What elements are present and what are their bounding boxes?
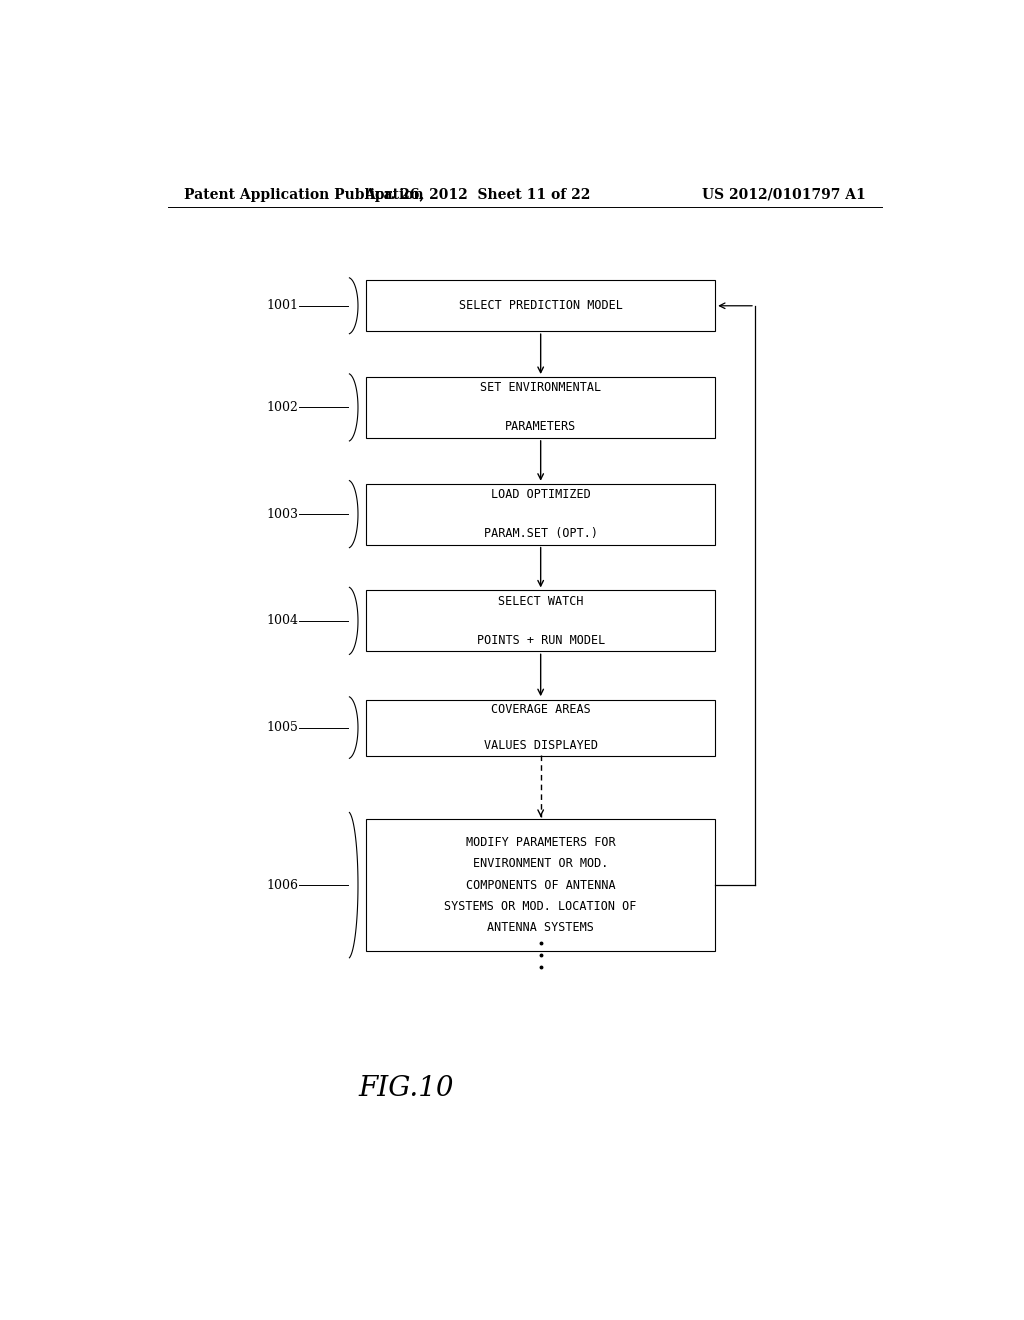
Text: Patent Application Publication: Patent Application Publication: [183, 187, 423, 202]
Bar: [367, 700, 715, 755]
Text: 1005: 1005: [266, 721, 299, 734]
Text: FIG.10: FIG.10: [358, 1074, 454, 1102]
Text: Apr. 26, 2012  Sheet 11 of 22: Apr. 26, 2012 Sheet 11 of 22: [364, 187, 591, 202]
Bar: [367, 280, 715, 331]
Text: LOAD OPTIMIZED: LOAD OPTIMIZED: [490, 488, 591, 502]
Text: SELECT PREDICTION MODEL: SELECT PREDICTION MODEL: [459, 300, 623, 313]
Bar: [367, 378, 715, 438]
Text: 1006: 1006: [266, 879, 299, 891]
Text: MODIFY PARAMETERS FOR: MODIFY PARAMETERS FOR: [466, 837, 615, 849]
Text: 1004: 1004: [266, 614, 299, 627]
Text: SELECT WATCH: SELECT WATCH: [498, 595, 584, 607]
Text: POINTS + RUN MODEL: POINTS + RUN MODEL: [476, 634, 605, 647]
Bar: [367, 590, 715, 651]
Text: PARAM.SET (OPT.): PARAM.SET (OPT.): [483, 527, 598, 540]
Text: COMPONENTS OF ANTENNA: COMPONENTS OF ANTENNA: [466, 879, 615, 891]
Bar: [367, 483, 715, 545]
Text: SYSTEMS OR MOD. LOCATION OF: SYSTEMS OR MOD. LOCATION OF: [444, 900, 637, 912]
Text: ANTENNA SYSTEMS: ANTENNA SYSTEMS: [487, 921, 594, 935]
Text: ENVIRONMENT OR MOD.: ENVIRONMENT OR MOD.: [473, 858, 608, 870]
Text: 1001: 1001: [266, 300, 299, 313]
Text: COVERAGE AREAS: COVERAGE AREAS: [490, 704, 591, 717]
Text: PARAMETERS: PARAMETERS: [505, 421, 577, 433]
Text: US 2012/0101797 A1: US 2012/0101797 A1: [702, 187, 866, 202]
Bar: [367, 818, 715, 952]
Text: VALUES DISPLAYED: VALUES DISPLAYED: [483, 739, 598, 752]
Text: 1002: 1002: [266, 401, 299, 414]
Text: 1003: 1003: [266, 508, 299, 520]
Text: SET ENVIRONMENTAL: SET ENVIRONMENTAL: [480, 381, 601, 395]
